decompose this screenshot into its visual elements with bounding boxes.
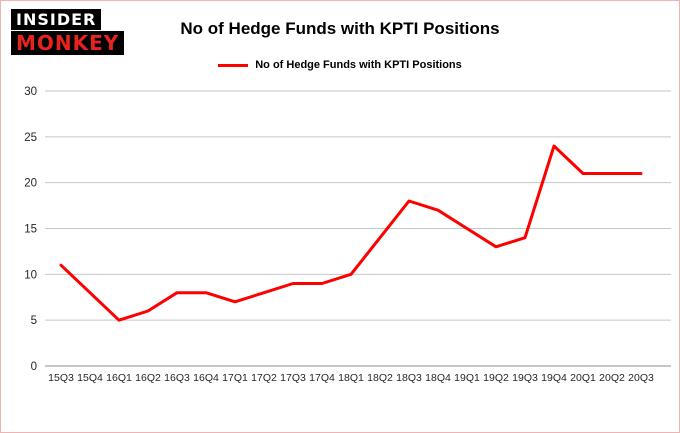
- x-tick-label: 18Q2: [367, 372, 393, 384]
- y-tick-label: 25: [24, 132, 37, 144]
- x-tick-label: 17Q4: [309, 372, 335, 384]
- y-tick-label: 30: [24, 86, 37, 98]
- x-tick-label: 20Q1: [570, 372, 596, 384]
- x-tick-label: 16Q3: [164, 372, 190, 384]
- x-tick-label: 16Q2: [135, 372, 161, 384]
- y-tick-label: 15: [24, 224, 37, 236]
- x-tick-label: 15Q4: [77, 372, 103, 384]
- insider-monkey-logo: INSIDER MONKEY: [11, 9, 125, 55]
- legend-label: No of Hedge Funds with KPTI Positions: [255, 59, 462, 71]
- legend-line-swatch: [218, 63, 249, 67]
- x-tick-label: 18Q4: [425, 372, 451, 384]
- x-tick-label: 18Q3: [396, 372, 422, 384]
- y-tick-label: 10: [24, 269, 37, 281]
- legend: No of Hedge Funds with KPTI Positions: [1, 59, 679, 71]
- logo-text-monkey: MONKEY: [11, 31, 125, 55]
- x-tick-label: 19Q1: [454, 372, 480, 384]
- data-line-series: [59, 144, 643, 322]
- x-tick-label: 19Q4: [541, 372, 567, 384]
- chart-title: No of Hedge Funds with KPTI Positions: [180, 19, 500, 38]
- x-tick-label: 18Q1: [338, 372, 364, 384]
- y-tick-label: 5: [31, 315, 37, 327]
- x-tick-label: 20Q2: [599, 372, 625, 384]
- x-tick-label: 17Q2: [251, 372, 277, 384]
- y-tick-label: 20: [24, 178, 37, 190]
- logo-text-insider: INSIDER: [11, 9, 102, 30]
- x-tick-label: 17Q1: [222, 372, 248, 384]
- x-tick-label: 17Q3: [280, 372, 306, 384]
- x-tick-label: 15Q3: [48, 372, 74, 384]
- x-tick-label: 16Q4: [193, 372, 219, 384]
- x-tick-label: 20Q3: [628, 372, 654, 384]
- x-tick-label: 19Q2: [483, 372, 509, 384]
- x-tick-label: 16Q1: [106, 372, 132, 384]
- y-tick-label: 0: [31, 361, 37, 373]
- x-tick-label: 19Q3: [512, 372, 538, 384]
